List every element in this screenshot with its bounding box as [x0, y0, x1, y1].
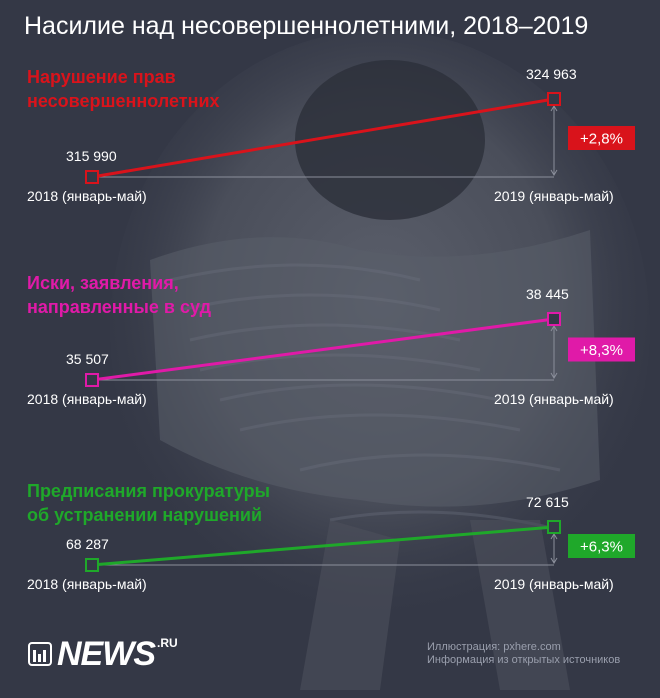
x-label-2019: 2019 (январь-май): [494, 188, 614, 204]
point-2019: [547, 92, 561, 106]
point-2018: [85, 558, 99, 572]
bracket-arrow-down: [550, 557, 558, 564]
point-2019: [547, 312, 561, 326]
change-badge-text: +2,8%: [580, 131, 623, 148]
change-badge-text: +8,3%: [580, 342, 623, 359]
credits: Иллюстрация: pxhere.com Информация из от…: [427, 641, 620, 667]
point-2018: [85, 373, 99, 387]
series-title-line: Предписания прокуратуры: [27, 481, 270, 501]
point-2019: [547, 520, 561, 534]
point-2018: [85, 170, 99, 184]
change-badge: [568, 534, 635, 558]
series-title-line: Иски, заявления,: [27, 273, 179, 293]
x-label-2019: 2019 (январь-май): [494, 576, 614, 592]
credit-illustration: Иллюстрация: pxhere.com: [427, 641, 561, 653]
chart-panel-3: Предписания прокуратуры об устранении нар…: [27, 481, 635, 592]
series-title-line: об устранении нарушений: [27, 505, 262, 525]
series-line: [91, 525, 555, 567]
credit-source: Информация из открытых источников: [427, 654, 621, 666]
x-label-2019: 2019 (январь-май): [494, 391, 614, 407]
change-badge: [568, 126, 635, 150]
bracket-arrow-down: [550, 372, 558, 379]
x-label-2018: 2018 (январь-май): [27, 188, 147, 204]
series-title-line: Нарушение прав: [27, 67, 176, 87]
series-line: [91, 317, 555, 382]
series-line: [91, 97, 555, 179]
logo-icon: [28, 642, 52, 666]
page-title: Насилие над несовершеннолетними, 2018–20…: [24, 12, 589, 40]
change-badge-text: +6,3%: [580, 539, 623, 556]
logo-wordmark: NEWS: [57, 635, 156, 673]
value-label-2019: 38 445: [526, 286, 569, 302]
value-label-2018: 315 990: [66, 148, 117, 164]
logo-tld: .RU: [157, 636, 178, 650]
value-label-2018: 68 287: [66, 536, 109, 552]
series-title-line: направленные в суд: [27, 297, 212, 317]
value-label-2018: 35 507: [66, 351, 109, 367]
series-title-line: несовершеннолетних: [27, 91, 220, 111]
series-title: Нарушение прав несовершеннолетних: [27, 67, 220, 111]
x-label-2018: 2018 (январь-май): [27, 391, 147, 407]
news-ru-logo: NEWS .RU: [27, 634, 178, 673]
change-badge: [568, 337, 635, 362]
series-title: Иски, заявления, направленные в суд: [27, 273, 212, 317]
bracket-arrow-down: [550, 169, 558, 176]
value-label-2019: 72 615: [526, 494, 569, 510]
series-title: Предписания прокуратуры об устранении нар…: [27, 481, 270, 525]
value-label-2019: 324 963: [526, 66, 577, 82]
x-label-2018: 2018 (январь-май): [27, 576, 147, 592]
chart-panel-2: Иски, заявления, направленные в суд 35 507…: [27, 273, 635, 407]
chart-panel-1: Нарушение прав несовершеннолетних 315 990 3…: [27, 66, 635, 204]
